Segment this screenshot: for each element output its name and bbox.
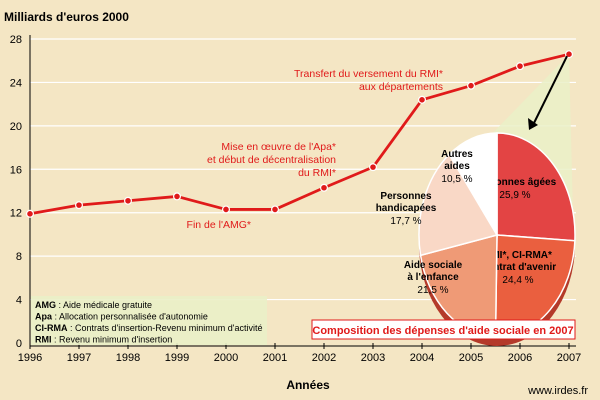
data-point <box>222 205 231 214</box>
pie-slice-value: 24,4 % <box>502 275 533 286</box>
glossary-abbr: AMG <box>35 300 56 310</box>
y-tick-label: 28 <box>10 34 22 46</box>
glossary-line: CI-RMA : Contrats d'insertion-Revenu min… <box>35 323 263 333</box>
pie-slice <box>418 153 499 257</box>
pie-chart: Personnes âgées 25,9 % RMI*, CI-RMA*Contra… <box>376 132 576 346</box>
x-tick-labels: 1996 1997 1998 1999 2000 2001 2002 2003 2004 2005… <box>18 343 581 364</box>
glossary-background <box>31 296 267 345</box>
x-axis-label: Années <box>286 378 330 392</box>
data-point <box>26 209 35 218</box>
data-point <box>271 205 280 214</box>
y-tick-label: 8 <box>16 251 22 263</box>
pie-slice-value: 21,5 % <box>417 285 448 296</box>
glossary-text: : Aide médicale gratuite <box>56 300 152 310</box>
x-tick-label: 1996 <box>18 352 42 364</box>
glossary-line: RMI : Revenu minimum d'insertion <box>35 335 172 345</box>
pie-slice-value: 17,7 % <box>390 216 421 227</box>
pie-slice <box>496 132 576 242</box>
line-series <box>26 50 573 218</box>
annotation-apa: Mise en œuvre de l'Apa* <box>221 141 336 153</box>
x-tick-label: 2001 <box>263 352 287 364</box>
data-point <box>418 95 427 104</box>
pie-slice-value: 10,5 % <box>441 174 472 185</box>
data-point <box>369 163 378 172</box>
data-point <box>320 183 329 192</box>
pie-slice-label: RMI*, CI-RMA* <box>484 250 552 261</box>
x-tick-label: 2000 <box>214 352 238 364</box>
x-tick-label: 2006 <box>508 352 532 364</box>
data-point <box>564 50 573 59</box>
pie-slice <box>448 132 498 238</box>
pie-title: Composition des dépenses d'aide sociale … <box>312 325 573 337</box>
callout-arrowhead <box>528 118 538 130</box>
x-tick-label: 1997 <box>67 352 91 364</box>
y-tick-label: 12 <box>10 208 22 220</box>
x-tick-label: 2004 <box>410 352 434 364</box>
y-tick-label: 24 <box>10 77 22 89</box>
pie-slice-label: Aide sociale <box>404 260 463 271</box>
glossary-text: : Revenu minimum d'insertion <box>52 335 173 345</box>
x-tick-label: 1999 <box>165 352 189 364</box>
glossary-abbr: Apa <box>35 312 53 322</box>
pie-slice-label: à l'enfance <box>407 272 459 283</box>
annotation-transfert: Transfert du versement du RMI* <box>294 68 443 80</box>
y-tick-label: 16 <box>10 164 22 176</box>
glossary-abbr: CI-RMA <box>35 323 68 333</box>
x-tick-label: 2002 <box>312 352 336 364</box>
source-label: www.irdes.fr <box>527 385 588 397</box>
glossary-text: : Contrats d'insertion-Revenu minimum d'… <box>68 323 263 333</box>
pie-title-box <box>311 319 576 340</box>
pie-slice-label: Personnes <box>380 191 432 202</box>
x-tick-label: 2007 <box>557 352 581 364</box>
annotation-amg: Fin de l'AMG* <box>187 219 251 231</box>
data-point <box>123 196 132 205</box>
data-point <box>74 201 83 210</box>
pie-slice-label: Autres <box>441 149 473 160</box>
annotation-transfert: aux départements <box>359 81 443 93</box>
pie-slice-label: aides <box>444 161 470 172</box>
annotations: Transfert du versement du RMI*aux départ… <box>187 55 568 231</box>
y-tick-label: 4 <box>16 295 22 307</box>
series-line <box>29 52 570 216</box>
y-tick-label: 0 <box>16 338 22 350</box>
annotation-apa: et début de décentralisation <box>207 154 336 166</box>
data-point <box>515 62 524 71</box>
y-axis-label: Milliards d'euros 2000 <box>4 10 129 24</box>
y-tick-label: 20 <box>10 121 22 133</box>
x-tick-label: 2003 <box>361 352 385 364</box>
pie-slice-label: handicapées <box>376 203 437 214</box>
pie-slice-label: Contrat d'avenir <box>480 262 556 273</box>
glossary-line: Apa : Allocation personnalisée d'autonom… <box>35 312 208 322</box>
glossary-abbr: RMI <box>35 335 52 345</box>
glossary-line: AMG : Aide médicale gratuite <box>35 300 152 310</box>
data-point <box>467 81 476 90</box>
x-tick-label: 2005 <box>459 352 483 364</box>
pie-slice-label: Personnes âgées <box>474 177 557 188</box>
data-point <box>173 192 182 201</box>
y-tick-labels: 0 4 8 12 16 20 24 28 <box>10 34 22 350</box>
pie-slice-value: 25,9 % <box>499 190 530 201</box>
glossary-text: : Allocation personnalisée d'autonomie <box>52 312 208 322</box>
annotation-apa: du RMI* <box>298 167 336 179</box>
x-tick-label: 1998 <box>116 352 140 364</box>
callout-arrow <box>532 55 568 126</box>
